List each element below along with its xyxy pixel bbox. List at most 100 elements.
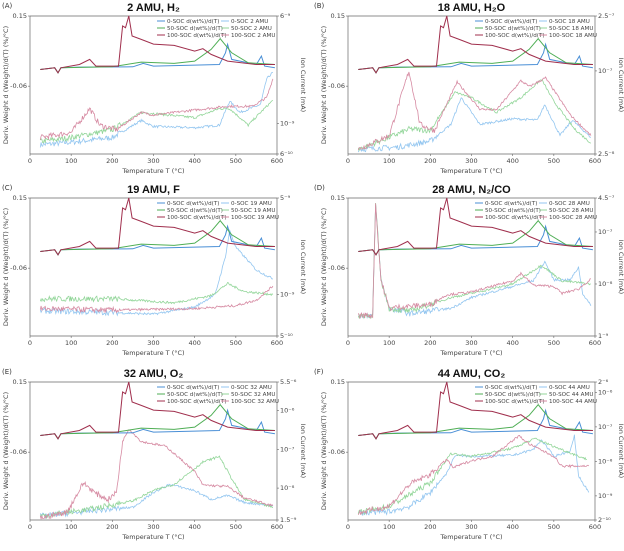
- x-tick-label: 200: [106, 339, 118, 347]
- x-tick-label: 300: [465, 157, 477, 165]
- ms-line-100-soc: [357, 203, 591, 320]
- dtg-line-50-soc: [40, 37, 275, 74]
- legend-label: 100-SOC d(wt%)/d(T): [167, 215, 227, 221]
- legend-label: 0-SOC 32 AMU: [231, 385, 272, 391]
- y2-tick-label: 10⁻⁹: [280, 290, 295, 298]
- y2-tick-label: 10⁻⁹: [280, 119, 295, 127]
- dtg-line-50-soc: [358, 37, 593, 74]
- x-tick-label: 500: [548, 523, 560, 531]
- ms-line-50-soc: [39, 99, 274, 144]
- legend-label: 100-SOC 19 AMU: [231, 215, 279, 221]
- x-tick-label: 400: [506, 339, 518, 347]
- y2-tick-label: 1⁻⁹: [598, 332, 609, 340]
- x-tick-label: 600: [589, 339, 601, 347]
- x-tick-label: 300: [147, 157, 159, 165]
- dtg-line-100-soc: [358, 15, 593, 74]
- y2-tick-label: 10⁻⁶: [598, 388, 613, 396]
- chart-title: 32 AMU, O₂: [124, 368, 184, 380]
- y-tick-label: 0.15: [13, 12, 27, 20]
- legend-label: 0-SOC d(wt%)/d(T): [167, 19, 219, 25]
- dtg-line-0-soc: [358, 224, 593, 256]
- chart-panel: (B) 18 AMU, H₂O 0 100 200 300 400 500 600 0.15 -0.…: [314, 2, 624, 175]
- y2-tick-label: 5.5⁻⁶: [280, 378, 297, 386]
- panel-label: (E): [2, 368, 12, 376]
- x-tick-label: 200: [424, 157, 436, 165]
- x-tick-label: 600: [589, 157, 601, 165]
- dtg-line-100-soc: [358, 381, 593, 440]
- dtg-line-100-soc: [40, 15, 275, 74]
- x-tick-label: 300: [147, 339, 159, 347]
- legend-label: 50-SOC 2 AMU: [231, 26, 272, 32]
- x-tick-label: 100: [65, 523, 77, 531]
- ms-line-100-soc: [39, 78, 274, 141]
- x-tick-label: 300: [465, 339, 477, 347]
- y2-tick-label: 10⁻⁷: [598, 228, 613, 236]
- x-axis-title: Temperature T (°C): [121, 167, 184, 175]
- x-tick-label: 500: [230, 523, 242, 531]
- y-tick-label: 0.15: [331, 194, 345, 202]
- y2-tick-label: 10⁻⁷: [598, 423, 613, 431]
- x-tick-label: 600: [589, 523, 601, 531]
- legend-label: 0-SOC d(wt%)/d(T): [485, 201, 537, 207]
- y-tick-label: 0.15: [331, 12, 345, 20]
- legend-label: 100-SOC d(wt%)/d(T): [167, 399, 227, 405]
- y2-axis-title: Ion Current (mA): [617, 58, 624, 112]
- x-tick-label: 200: [106, 157, 118, 165]
- y2-tick-label: 2.5⁻⁸: [598, 150, 615, 158]
- x-tick-label: 0: [346, 157, 350, 165]
- dtg-line-100-soc: [40, 197, 275, 256]
- x-tick-label: 100: [65, 339, 77, 347]
- x-tick-label: 500: [548, 157, 560, 165]
- y2-tick-label: 10⁻⁸: [598, 457, 613, 465]
- x-tick-label: 200: [424, 523, 436, 531]
- dtg-line-100-soc: [358, 197, 593, 256]
- legend-label: 0-SOC 2 AMU: [231, 19, 268, 25]
- panel-label: (B): [314, 2, 325, 10]
- legend-label: 50-SOC 44 AMU: [549, 392, 593, 398]
- y-tick-label: -0.06: [328, 448, 345, 456]
- x-tick-label: 100: [65, 157, 77, 165]
- dtg-line-100-soc: [40, 381, 275, 440]
- ms-line-0-soc: [358, 204, 592, 319]
- x-tick-label: 400: [506, 523, 518, 531]
- legend-label: 0-SOC d(wt%)/d(T): [485, 385, 537, 391]
- x-tick-label: 400: [188, 523, 200, 531]
- y2-tick-label: 6⁻¹⁰: [280, 150, 293, 158]
- ms-line-50-soc: [357, 202, 591, 320]
- ms-line-100-soc: [357, 434, 590, 516]
- y2-tick-label: 6⁻⁹: [280, 12, 291, 20]
- y2-tick-label: 2⁻⁶: [598, 378, 609, 386]
- y2-tick-label: 5⁻¹⁰: [280, 332, 293, 340]
- dtg-line-50-soc: [358, 403, 593, 440]
- y-tick-label: 0.15: [13, 194, 27, 202]
- ms-line-0-soc: [39, 71, 274, 148]
- x-tick-label: 100: [383, 523, 395, 531]
- y-axis-title: Deriv. Weight d (Weight)/d(T) (%/°C): [2, 392, 10, 510]
- dtg-line-50-soc: [358, 219, 593, 256]
- y-axis-title: Deriv. Weight d (Weight)/d(T) (%/°C): [320, 392, 328, 510]
- ms-line-50-soc: [39, 281, 274, 305]
- legend-label: 100-SOC d(wt%)/d(T): [485, 399, 545, 405]
- x-axis-title: Temperature T (°C): [439, 167, 502, 175]
- y2-tick-label: 4.5⁻⁷: [598, 194, 615, 202]
- x-tick-label: 600: [271, 157, 283, 165]
- x-tick-label: 500: [230, 157, 242, 165]
- legend-label: 50-SOC d(wt%)/d(T): [167, 26, 223, 32]
- dtg-line-50-soc: [40, 219, 275, 256]
- legend-label: 100-SOC d(wt%)/d(T): [485, 33, 545, 39]
- legend-label: 100-SOC d(wt%)/d(T): [167, 33, 227, 39]
- x-tick-label: 400: [188, 339, 200, 347]
- y2-tick-label: 10⁻⁸: [598, 280, 613, 288]
- x-tick-label: 500: [230, 339, 242, 347]
- ms-line-100-soc: [357, 71, 592, 151]
- panel-label: (A): [2, 2, 13, 10]
- x-tick-label: 400: [188, 157, 200, 165]
- y2-axis-title: Ion Current (mA): [299, 58, 307, 112]
- y-tick-label: 0.15: [331, 378, 345, 386]
- panel-label: (C): [2, 184, 13, 192]
- chart-title: 44 AMU, CO₂: [438, 368, 506, 380]
- legend-label: 50-SOC d(wt%)/d(T): [167, 392, 223, 398]
- y2-tick-label: 10⁻⁷: [280, 445, 295, 453]
- x-tick-label: 600: [271, 523, 283, 531]
